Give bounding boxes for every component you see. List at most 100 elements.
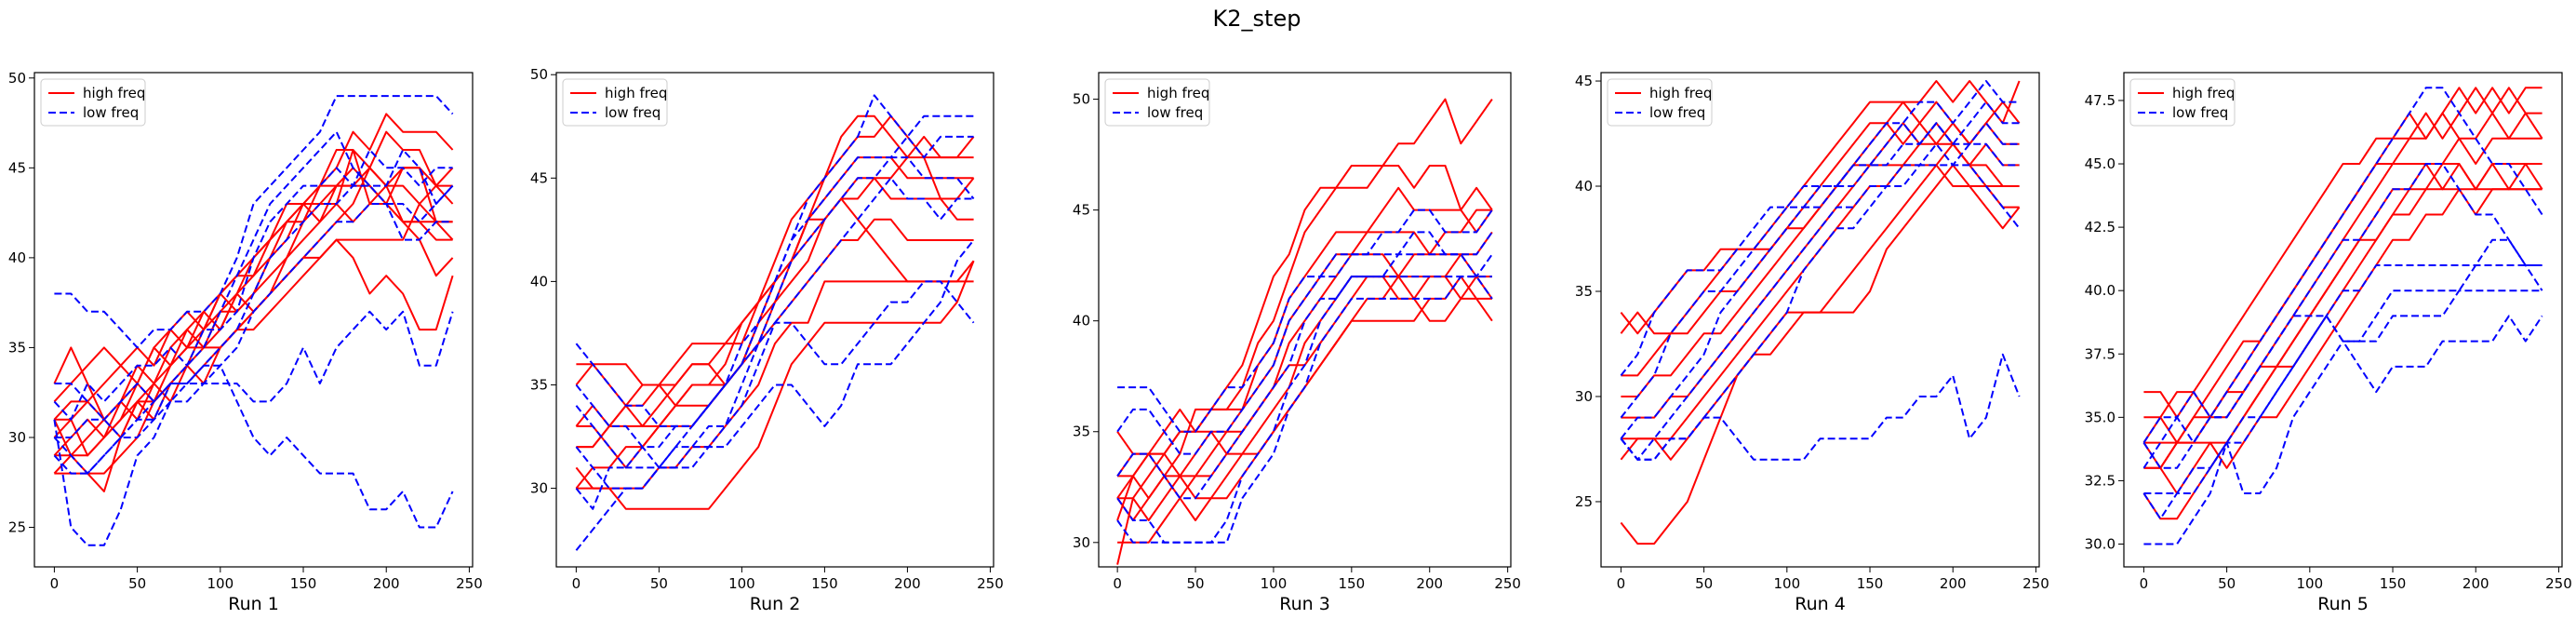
x-axis-label: Run 5: [2317, 594, 2369, 614]
legend-label: high freq: [83, 85, 145, 101]
legend-label: high freq: [2172, 85, 2235, 101]
legend: high freq low freq: [2129, 78, 2236, 127]
plot-area: [1116, 98, 1493, 565]
y-tick-label: 35.0: [2085, 409, 2116, 425]
legend-box: [40, 78, 146, 127]
low-freq-line-3: [1116, 253, 1493, 500]
legend-label: low freq: [1147, 104, 1203, 121]
low-freq-line-3: [1620, 122, 2020, 439]
x-axis-label: Run 3: [1279, 594, 1330, 614]
x-axis-label: Run 1: [228, 594, 279, 614]
axes-frame: [1098, 72, 1512, 568]
panel-5: 0 50 100 150 200 250 30.0 32.5 35.0 37.5 40.0 42.5 4…: [2085, 72, 2572, 614]
x-tick-label: 100: [2296, 575, 2323, 592]
high-freq-line-8: [575, 260, 975, 510]
x-tick-label: 200: [2463, 575, 2489, 592]
y-tick-label: 40: [8, 249, 26, 266]
x-tick-label: 200: [373, 575, 400, 592]
x-axis-label: Run 2: [750, 594, 801, 614]
panel-2: 0 50 100 150 200 250 30 35 40 45 50 Run 2 high freq l…: [530, 66, 1004, 614]
low-freq-line-3: [53, 149, 453, 421]
low-freq-line-2: [1620, 101, 2020, 419]
y-tick-label: 35: [8, 339, 26, 356]
plot-area: [1620, 80, 2021, 545]
axes-frame: [1600, 72, 2040, 568]
x-tick-label: 50: [650, 575, 668, 592]
y-tick-label: 35: [530, 376, 548, 393]
low-freq-line-7: [53, 364, 454, 546]
x-tick-label: 200: [894, 575, 921, 592]
x-tick-label: 150: [1339, 575, 1366, 592]
x-tick-label: 250: [456, 575, 483, 592]
legend-label: low freq: [605, 104, 661, 121]
axes-frame: [2123, 72, 2563, 568]
y-tick-label: 45: [8, 159, 26, 176]
y-tick-label: 45: [1575, 73, 1593, 89]
legend-label: high freq: [1649, 85, 1712, 101]
y-tick-label: 25: [8, 519, 26, 536]
low-freq-line-1: [1117, 209, 1493, 433]
legend-label: low freq: [83, 104, 139, 121]
y-tick-label: 30: [1575, 388, 1593, 405]
y-tick-label: 37.5: [2085, 345, 2116, 362]
y-tick-label: 25: [1575, 493, 1593, 510]
low-freq-line-6: [575, 239, 975, 551]
y-tick-label: 35: [1073, 424, 1090, 440]
low-freq-line-5: [1620, 164, 2021, 461]
x-axis-label: Run 4: [1795, 594, 1846, 614]
legend-label: low freq: [1649, 104, 1705, 121]
figure-title: K2_step: [1213, 6, 1301, 32]
y-tick-label: 45: [1073, 202, 1090, 219]
x-tick-label: 150: [290, 575, 317, 592]
low-freq-line-5: [1116, 276, 1493, 544]
x-tick-label: 250: [977, 575, 1004, 592]
low-freq-line-1: [2142, 87, 2543, 469]
y-tick-label: 45: [530, 169, 548, 186]
y-tick-label: 40: [1575, 178, 1593, 195]
x-tick-label: 0: [572, 575, 581, 592]
low-freq-line-1: [54, 95, 454, 349]
panel-4: 0 50 100 150 200 250 25 30 35 40 45 Run 4 high freq l…: [1575, 72, 2049, 614]
x-tick-label: 150: [811, 575, 838, 592]
axes-frame: [555, 72, 994, 568]
legend-label: high freq: [1147, 85, 1209, 101]
low-freq-line-5: [53, 203, 453, 475]
x-tick-label: 0: [50, 575, 60, 592]
y-tick-label: 45.0: [2085, 155, 2116, 172]
low-freq-line-6: [53, 310, 454, 475]
x-tick-label: 0: [2140, 575, 2149, 592]
legend: high freq low freq: [1607, 78, 1713, 127]
legend-box: [1607, 78, 1713, 127]
y-tick-label: 30.0: [2085, 535, 2116, 552]
x-tick-label: 150: [2380, 575, 2407, 592]
legend: high freq low freq: [562, 78, 668, 127]
panel-1: 0 50 100 150 200 250 25 30 35 40 45 50 Run 1 high fre…: [8, 70, 483, 614]
x-tick-label: 250: [1494, 575, 1521, 592]
plot-area: [575, 94, 975, 551]
y-tick-label: 40: [530, 273, 548, 289]
x-tick-label: 50: [2218, 575, 2236, 592]
legend-label: high freq: [605, 85, 667, 101]
high-freq-line-1: [2143, 87, 2543, 419]
plot-area: [53, 95, 454, 546]
low-freq-line-5: [575, 280, 975, 510]
legend-box: [562, 78, 668, 127]
x-tick-label: 250: [2545, 575, 2572, 592]
y-tick-label: 50: [8, 70, 26, 87]
x-tick-label: 100: [728, 575, 755, 592]
high-freq-line-2: [1116, 165, 1493, 499]
low-freq-line-2: [1116, 231, 1493, 455]
y-tick-label: 32.5: [2085, 472, 2116, 489]
x-tick-label: 150: [1857, 575, 1884, 592]
legend-box: [1104, 78, 1210, 127]
legend: high freq low freq: [1104, 78, 1210, 127]
legend-label: low freq: [2172, 104, 2228, 121]
y-tick-label: 42.5: [2085, 219, 2116, 235]
low-freq-line-6: [1620, 353, 2021, 461]
x-tick-label: 50: [1186, 575, 1204, 592]
y-tick-label: 50: [530, 66, 548, 83]
panel-3: 0 50 100 150 200 250 30 35 40 45 50 Run 3 high freq l…: [1073, 72, 1521, 614]
x-tick-label: 50: [128, 575, 146, 592]
